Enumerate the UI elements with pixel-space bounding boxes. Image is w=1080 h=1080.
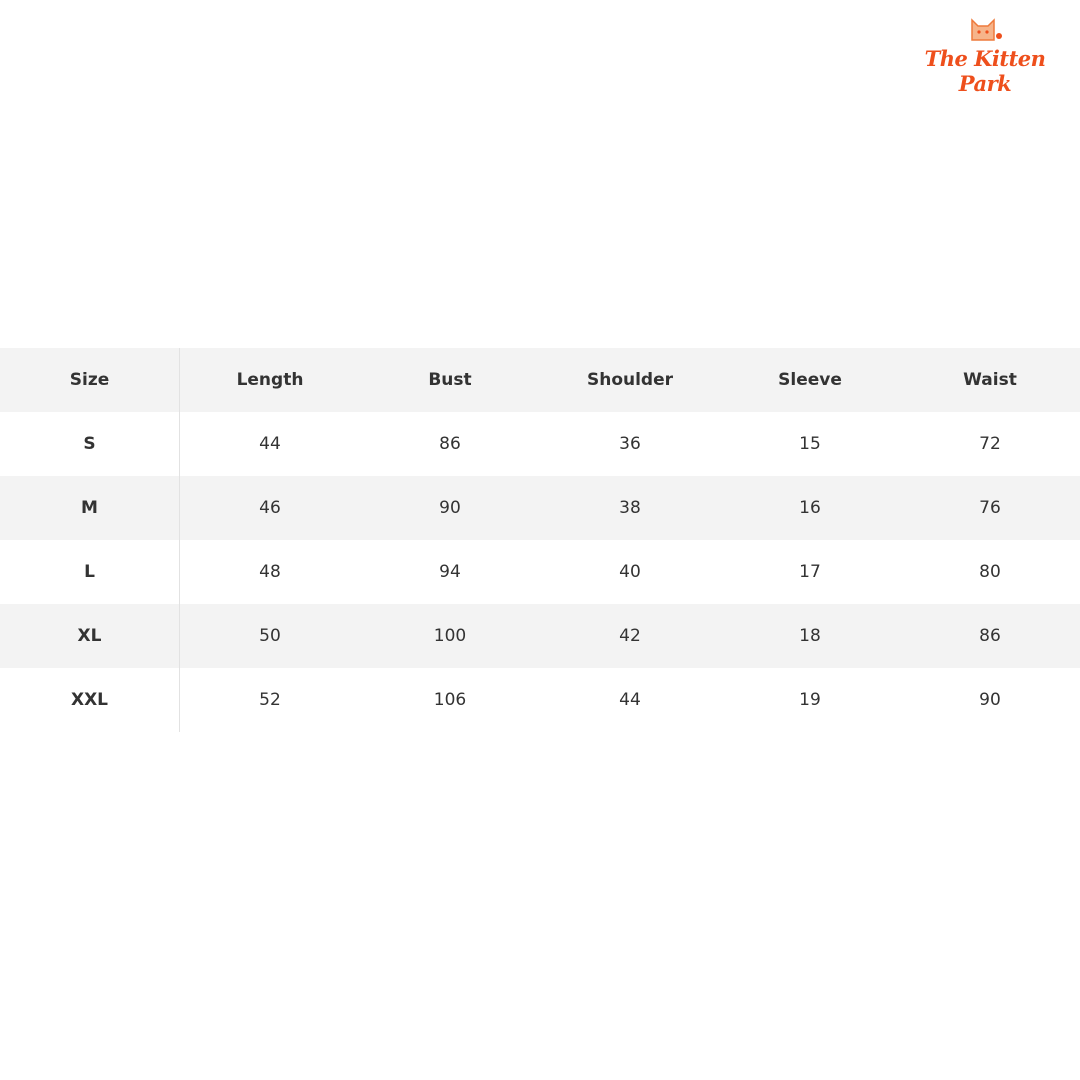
value-cell: 17: [799, 562, 821, 582]
table-row: M 46 90 38 16 76: [0, 476, 1080, 540]
table-row: XXL 52 106 44 19 90: [0, 668, 1080, 732]
header-cell: Sleeve: [778, 370, 842, 390]
value-cell: 100: [433, 626, 467, 646]
value-cell: 52: [259, 690, 281, 710]
value-cell: 42: [619, 626, 641, 646]
header-cell: Length: [236, 370, 304, 390]
value-cell: 46: [259, 498, 281, 518]
logo-cat-icon: [971, 18, 1002, 41]
table-row: XL 50 100 42 18 86: [0, 604, 1080, 668]
header-cell: Shoulder: [586, 370, 674, 390]
value-cell: 19: [799, 690, 821, 710]
size-cell: M: [0, 476, 180, 540]
logo-text: The Kitten Park: [924, 46, 1046, 96]
value-cell: 76: [979, 498, 1001, 518]
table-row: L 48 94 40 17 80: [0, 540, 1080, 604]
value-cell: 40: [619, 562, 641, 582]
value-cell: 86: [439, 434, 461, 454]
value-cell: 48: [259, 562, 281, 582]
value-cell: 44: [259, 434, 281, 454]
header-cell: Size: [0, 348, 180, 412]
value-cell: 86: [979, 626, 1001, 646]
value-cell: 80: [979, 562, 1001, 582]
size-table: Size Length Bust Shoulder Sleeve Waist S 44 86 36…: [0, 348, 1080, 732]
value-cell: 90: [439, 498, 461, 518]
table-row: S 44 86 36 15 72: [0, 412, 1080, 476]
value-cell: 44: [619, 690, 641, 710]
header-cell: Bust: [428, 370, 472, 390]
value-cell: 38: [619, 498, 641, 518]
header-row: Size Length Bust Shoulder Sleeve Waist: [0, 348, 1080, 412]
size-cell: L: [0, 540, 180, 604]
size-cell: XL: [0, 604, 180, 668]
size-cell: S: [0, 412, 180, 476]
value-cell: 90: [979, 690, 1001, 710]
value-cell: 106: [433, 690, 467, 710]
value-cell: 94: [439, 562, 461, 582]
size-cell: XXL: [0, 668, 180, 732]
logo: The Kitten Park: [900, 10, 1070, 96]
value-cell: 50: [259, 626, 281, 646]
value-cell: 36: [619, 434, 641, 454]
header-cell: Waist: [963, 370, 1017, 390]
value-cell: 15: [799, 434, 821, 454]
value-cell: 72: [979, 434, 1001, 454]
value-cell: 18: [799, 626, 821, 646]
value-cell: 16: [799, 498, 821, 518]
